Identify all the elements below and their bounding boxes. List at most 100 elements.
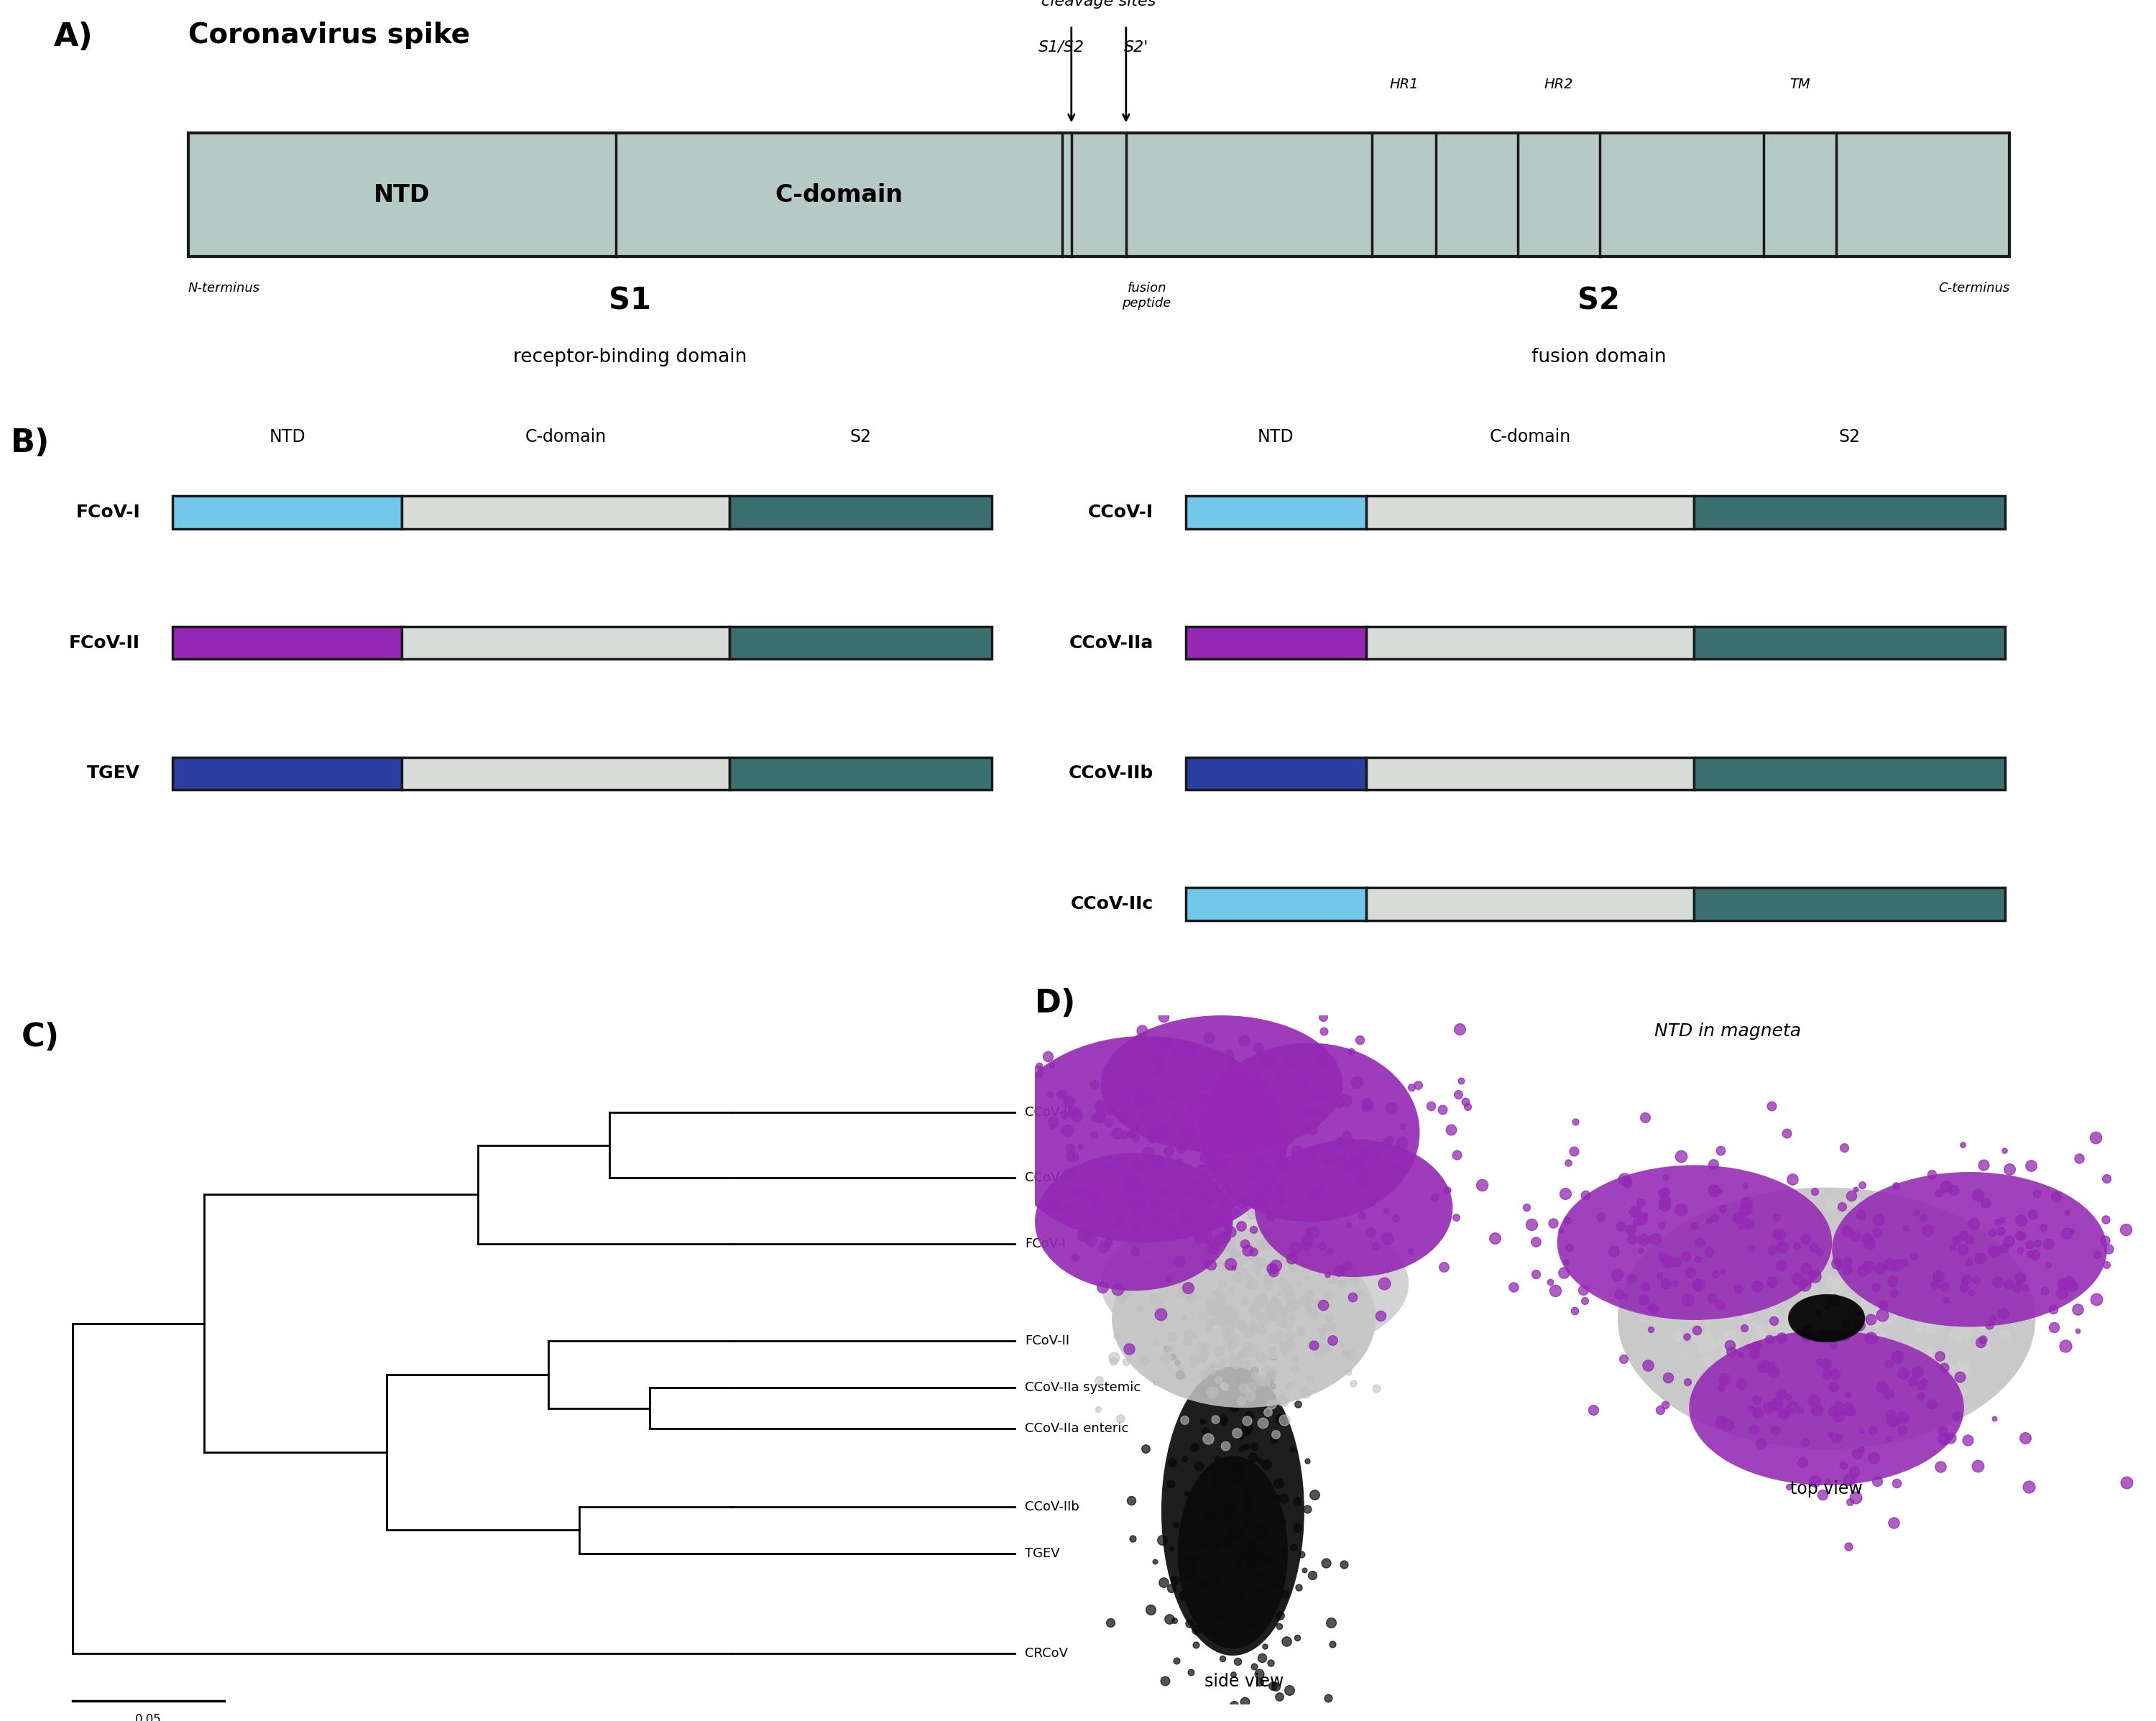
Point [1304,1083,1339,1110]
Point [1266,1387,1300,1415]
Point [1809,1305,1843,1332]
Point [1272,1676,1307,1704]
Point [1227,1184,1261,1212]
Point [2035,1296,2070,1323]
Ellipse shape [1177,1456,1287,1649]
Point [1216,1301,1250,1329]
Point [1153,1120,1188,1148]
Point [1151,1138,1186,1165]
Point [1643,1396,1677,1423]
Point [1535,1210,1570,1237]
Point [1285,1289,1319,1317]
Point [1395,1074,1429,1101]
Point [1839,1175,1874,1203]
Point [1789,1306,1824,1334]
Point [1141,1046,1175,1074]
Point [1076,1120,1110,1148]
Point [1255,1335,1289,1363]
Point [1238,1544,1272,1571]
Point [1886,1249,1921,1277]
Point [1878,1172,1912,1200]
Point [1207,1451,1242,1478]
Point [1235,1201,1270,1229]
Point [1878,1408,1912,1435]
Point [1257,1342,1291,1370]
Point [1861,1466,1895,1494]
Point [1229,1416,1263,1444]
Point [1798,1306,1833,1334]
Point [1800,1305,1835,1332]
Point [1787,1370,1822,1397]
Point [1895,1358,1930,1385]
Point [1261,1470,1296,1497]
Point [1876,1406,1910,1434]
Point [1173,1282,1207,1310]
Point [1132,1139,1166,1167]
Point [1835,1329,1869,1356]
Point [1238,1540,1272,1568]
Point [1783,1397,1818,1425]
Text: CCoV-IIb: CCoV-IIb [1024,1501,1080,1513]
Point [1289,1447,1324,1475]
Point [1697,1177,1731,1205]
Text: S2': S2' [1123,40,1149,55]
Point [1022,1052,1056,1079]
Text: Coronavirus spike: Coronavirus spike [188,21,470,48]
Point [1272,1291,1307,1318]
Point [1695,1332,1729,1360]
Point [1440,1081,1475,1108]
Point [1104,1284,1138,1311]
Point [1184,1484,1218,1511]
Point [1173,1561,1207,1588]
Point [1742,1315,1777,1342]
Point [1731,1339,1766,1366]
Point [1712,1301,1746,1329]
Text: CCoV-IIb: CCoV-IIb [1069,764,1153,781]
Point [1263,1602,1298,1630]
Point [1272,1050,1307,1077]
Point [1740,1385,1774,1413]
Point [1751,1392,1785,1420]
Point [1220,1220,1255,1248]
Point [1647,1187,1682,1215]
Point [1843,1275,1878,1303]
Text: 0.05: 0.05 [136,1712,162,1721]
Point [1263,1308,1298,1335]
Point [1212,1387,1246,1415]
Point [1201,1337,1235,1365]
Point [1205,1408,1240,1435]
Point [1936,1234,1971,1261]
Point [1746,1335,1781,1363]
Point [2048,1332,2083,1360]
Point [1218,1349,1253,1377]
Point [1871,1332,1906,1360]
Point [1257,1227,1291,1255]
Point [1218,1322,1253,1349]
Point [2031,1231,2065,1258]
Point [1805,1310,1839,1337]
Point [1216,1346,1250,1373]
Point [1169,1201,1203,1229]
Point [1205,1308,1240,1335]
Point [1201,1621,1235,1649]
Point [1005,1124,1039,1151]
Point [1255,1506,1289,1533]
Point [1311,1292,1345,1320]
Point [1214,1520,1248,1547]
Point [1843,1201,1878,1229]
Point [2005,1222,2040,1249]
Point [1429,1175,1464,1203]
Point [1856,1416,1891,1444]
Point [1244,1644,1279,1671]
Point [1871,1251,1906,1279]
Point [1210,1489,1244,1516]
Point [1307,1291,1341,1318]
Point [1815,1332,1850,1360]
Point [1266,1301,1300,1329]
Point [1143,1119,1177,1146]
Point [1755,1236,1789,1263]
Point [1279,1141,1313,1169]
Point [1451,1093,1485,1120]
Point [1272,1372,1307,1399]
Point [1201,1454,1235,1482]
